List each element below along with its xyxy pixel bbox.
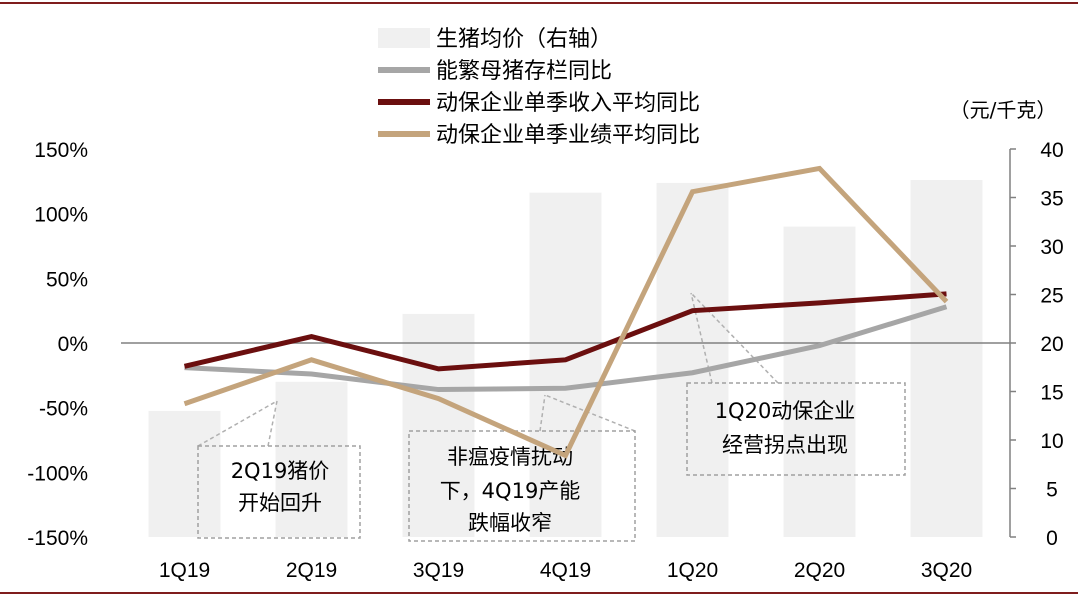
- price-bar-3Q20: [910, 180, 983, 538]
- ann-4q19-leader-0: [539, 394, 546, 432]
- y-right-tick-label: 25: [1040, 285, 1063, 308]
- price-bar-2Q20: [783, 226, 856, 537]
- series-line-0: [184, 304, 948, 393]
- ann-2q19-text-line-0: 2Q19猪价: [231, 459, 330, 483]
- x-tick-label-2Q19: 2Q19: [286, 559, 337, 582]
- y-left-tick-label: 150%: [34, 139, 88, 162]
- y-left-tick-label: 50%: [46, 268, 88, 291]
- ann-4q19-box: [408, 430, 636, 542]
- ann-4q19-text-line-1: 下，4Q19产能: [440, 479, 581, 503]
- y-right-tick-label: 5: [1046, 479, 1058, 502]
- legend-label-2: 动保企业单季收入平均同比: [436, 91, 700, 116]
- ann-1q20-box: [686, 382, 906, 476]
- ann-1q20-text-line-0: 1Q20动保企业: [715, 399, 856, 423]
- price-bar-3Q19: [402, 313, 475, 537]
- price-bar-1Q19: [148, 410, 221, 537]
- series-line-2: [183, 165, 949, 459]
- x-tick-label-2Q20: 2Q20: [794, 559, 845, 582]
- x-tick-label-3Q20: 3Q20: [921, 559, 972, 582]
- x-tick-label-1Q19: 1Q19: [159, 559, 210, 582]
- y-right-tick-label: 40: [1040, 139, 1063, 162]
- x-tick-label-3Q19: 3Q19: [413, 559, 464, 582]
- ann-2q19-box: [197, 445, 361, 539]
- y-right-tick-label: 30: [1040, 236, 1063, 259]
- legend-swatch-0: [378, 28, 430, 48]
- y-left-tick-label: -150%: [27, 527, 88, 550]
- y-right-tick-label: 0: [1046, 527, 1058, 550]
- legend-label-3: 动保企业单季业绩平均同比: [436, 123, 700, 148]
- y-right-unit-label: （元/千克）: [950, 98, 1057, 122]
- y-left-tick-label: -50%: [39, 398, 88, 421]
- ann-2q19-leader-1: [267, 400, 278, 447]
- x-tick-label-1Q20: 1Q20: [667, 559, 718, 582]
- y-left-tick-label: 100%: [34, 204, 88, 227]
- y-right-tick-label: 15: [1040, 382, 1063, 405]
- ann-4q19-leader-1: [544, 394, 636, 432]
- legend-label-0: 生猪均价（右轴）: [436, 27, 612, 52]
- ann-1q20-text-line-1: 经营拐点出现: [722, 433, 848, 457]
- y-left-tick-label: -100%: [27, 462, 88, 485]
- ann-2q19-text-line-1: 开始回升: [238, 491, 322, 515]
- ann-2q19-leader-0: [197, 400, 278, 447]
- bottom-rule: [0, 592, 1078, 594]
- price-bar-4Q19: [529, 192, 602, 537]
- price-bar-2Q19: [275, 381, 348, 537]
- y-right-tick-label: 35: [1040, 188, 1063, 211]
- top-rule: [0, 2, 1078, 4]
- y-left-tick-label: 0%: [58, 333, 88, 356]
- price-bar-1Q20: [656, 182, 729, 537]
- series-line-1: [183, 291, 947, 372]
- x-tick-label-4Q19: 4Q19: [540, 559, 591, 582]
- ann-4q19-text-line-2: 跌幅收窄: [468, 511, 552, 535]
- y-right-tick-label: 10: [1040, 430, 1063, 453]
- y-right-tick-label: 20: [1040, 333, 1063, 356]
- legend-label-1: 能繁母猪存栏同比: [436, 59, 612, 84]
